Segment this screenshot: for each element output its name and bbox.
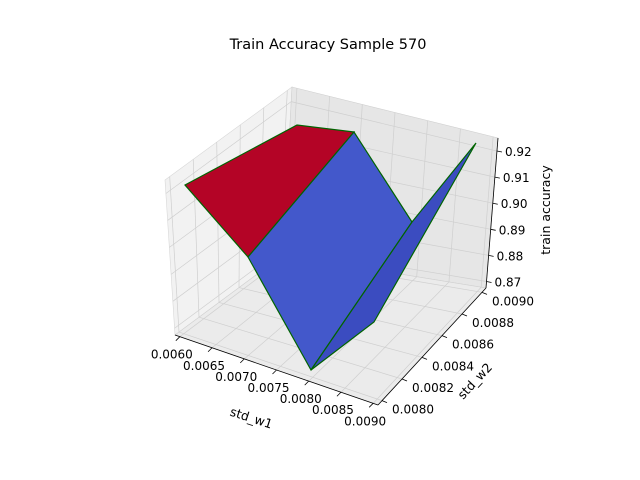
z-grid-line bbox=[165, 101, 292, 194]
y-tick-mark bbox=[421, 356, 428, 360]
z-tick-label: 0.91 bbox=[503, 171, 530, 185]
z-axis-line bbox=[485, 137, 499, 289]
x-tick-mark bbox=[336, 391, 342, 397]
x-axis-ticks: 0.00600.00650.00700.00750.00800.00850.00… bbox=[151, 336, 386, 428]
x-tick-label: 0.0060 bbox=[151, 348, 193, 362]
x-grid-line bbox=[416, 120, 429, 277]
z-axis-ticks: 0.87 0.88 0.89 0.90 0.91 0.92 bbox=[486, 145, 532, 289]
z-tick-label: 0.89 bbox=[499, 223, 526, 237]
x-tick-label: 0.0080 bbox=[280, 392, 322, 406]
y-tick-label: 0.0090 bbox=[492, 294, 534, 308]
z-tick-mark bbox=[496, 150, 503, 153]
z-axis-label: train accuracy bbox=[538, 165, 553, 255]
z-tick-label: 0.87 bbox=[495, 275, 522, 289]
x-tick-label: 0.0075 bbox=[248, 381, 290, 395]
y-tick-label: 0.0084 bbox=[432, 359, 474, 373]
x-tick-label: 0.0085 bbox=[312, 403, 354, 417]
x-tick-label: 0.0090 bbox=[344, 414, 386, 428]
y-tick-label: 0.0080 bbox=[392, 403, 434, 417]
z-tick-label: 0.92 bbox=[505, 145, 532, 159]
z-tick-label: 0.88 bbox=[497, 249, 524, 263]
y-grid-line bbox=[169, 176, 180, 333]
y-tick-mark bbox=[461, 313, 468, 317]
surface-face-blue-right bbox=[310, 142, 477, 371]
z-tick-mark bbox=[486, 281, 492, 283]
z-grid-line bbox=[291, 101, 498, 152]
z-tick-mark bbox=[488, 254, 494, 257]
chart-title: Train Accuracy Sample 570 bbox=[229, 37, 427, 53]
x-tick-label: 0.0070 bbox=[215, 370, 257, 384]
x-tick-label: 0.0065 bbox=[183, 359, 225, 373]
z-tick-mark bbox=[490, 228, 496, 231]
y-axis-line bbox=[377, 287, 487, 406]
surface bbox=[184, 124, 477, 372]
x-grid-line bbox=[480, 136, 494, 288]
x-grid-line bbox=[372, 286, 482, 404]
z-tick-mark bbox=[494, 176, 500, 179]
x-grid-line bbox=[448, 128, 461, 283]
y-tick-mark bbox=[381, 400, 388, 404]
y-tick-mark bbox=[481, 291, 488, 295]
x-tick-mark bbox=[368, 403, 374, 408]
x-tick-mark bbox=[207, 347, 213, 353]
x-tick-mark bbox=[175, 336, 181, 341]
y-tick-label: 0.0088 bbox=[472, 316, 514, 330]
x-tick-mark bbox=[239, 358, 245, 364]
z-tick-mark bbox=[492, 202, 498, 205]
x-grid-line bbox=[340, 281, 450, 393]
x-axis-label: std_w1 bbox=[228, 404, 274, 432]
x-tick-mark bbox=[304, 380, 310, 386]
y-tick-mark bbox=[401, 378, 408, 382]
z-tick-label: 0.90 bbox=[501, 197, 528, 211]
y-tick-label: 0.0082 bbox=[412, 381, 454, 395]
x-tick-mark bbox=[272, 369, 277, 375]
y-tick-label: 0.0086 bbox=[452, 338, 494, 352]
y-tick-mark bbox=[441, 335, 448, 339]
y-axis-ticks: 0.0080 0.0082 0.0084 0.0086 0.0088 0.0090 bbox=[381, 291, 534, 417]
y-grid-line bbox=[178, 331, 383, 401]
